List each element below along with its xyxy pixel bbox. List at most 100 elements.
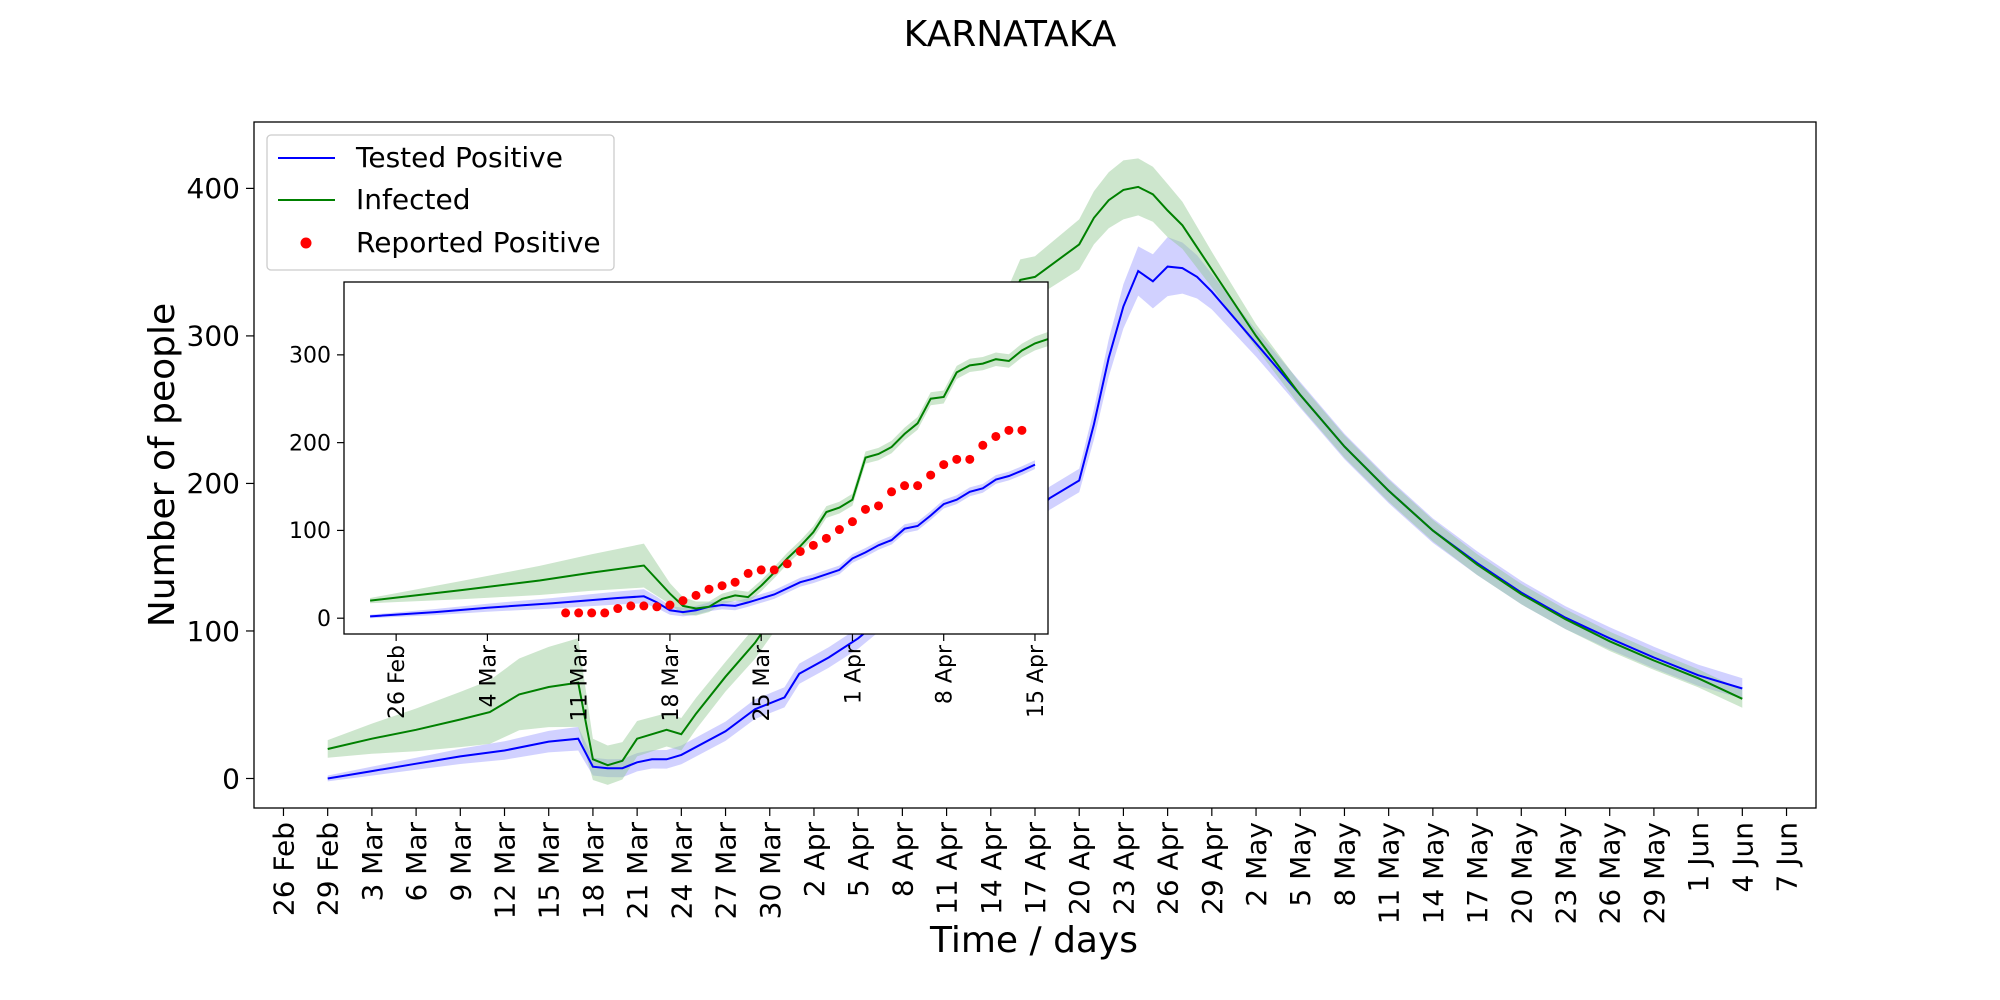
main-x-tick-label: 8 Apr xyxy=(886,822,919,898)
main-x-tick-label: 8 May xyxy=(1328,822,1361,907)
inset-reported-positive-point xyxy=(1004,425,1014,435)
inset-reported-positive-point xyxy=(691,590,701,600)
main-x-tick-label: 17 Apr xyxy=(1019,822,1052,915)
legend-reported-positive-marker xyxy=(300,237,312,249)
inset-x-tick-label: 26 Feb xyxy=(385,645,410,719)
main-x-tick-label: 23 May xyxy=(1549,822,1582,924)
inset-reported-positive-point xyxy=(821,533,831,543)
inset-reported-positive-point xyxy=(926,470,936,480)
main-y-tick-label: 300 xyxy=(187,320,240,353)
inset-y-tick-label: 200 xyxy=(289,431,331,456)
main-x-tick-label: 17 May xyxy=(1461,822,1494,924)
inset-reported-positive-point xyxy=(704,584,714,594)
inset-reported-positive-point xyxy=(587,608,597,618)
inset-tested-positive-line xyxy=(370,463,1036,618)
inset-y-tick-label: 0 xyxy=(317,607,331,632)
x-axis-label: Time / days xyxy=(929,920,1138,961)
inset-reported-positive-point xyxy=(952,454,962,464)
inset-reported-positive-point xyxy=(678,596,688,606)
inset-x-tick-label: 15 Apr xyxy=(1024,644,1049,718)
main-x-tick-label: 2 Apr xyxy=(798,822,831,898)
main-x-tick-label: 5 Apr xyxy=(842,822,875,898)
inset-reported-positive-point xyxy=(613,604,623,614)
inset-reported-positive-point xyxy=(874,501,884,511)
main-x-tick-label: 11 May xyxy=(1373,822,1406,924)
inset-x-tick-label: 25 Mar xyxy=(750,644,775,721)
main-x-tick-label: 5 May xyxy=(1284,822,1317,907)
inset-reported-positive-points xyxy=(561,425,1027,618)
y-axis-label: Number of people xyxy=(142,303,183,627)
main-x-tick-label: 4 Jun xyxy=(1726,822,1759,892)
inset-x-axis-ticks: 26 Feb 4 Mar 11 Mar 18 Mar 25 Mar 1 Apr 8 Apr 1… xyxy=(385,634,1049,722)
main-y-axis-ticks: 0 100 200 300 400 xyxy=(187,172,254,795)
inset-background xyxy=(344,282,1048,634)
main-x-tick-label: 29 Feb xyxy=(312,822,345,916)
inset-reported-positive-point xyxy=(808,540,818,550)
main-x-tick-label: 11 Apr xyxy=(931,822,964,915)
inset-x-tick-label: 8 Apr xyxy=(933,644,958,704)
inset-reported-positive-point xyxy=(834,525,844,535)
main-x-axis-ticks: 26 Feb 29 Feb 3 Mar 6 Mar 9 Mar 12 Mar 15 Mar 1… xyxy=(267,808,1804,924)
inset-reported-positive-point xyxy=(717,581,727,591)
inset-reported-positive-point xyxy=(561,608,571,618)
inset-reported-positive-point xyxy=(939,460,949,470)
inset-reported-positive-point xyxy=(652,602,662,612)
main-x-tick-label: 23 Apr xyxy=(1107,822,1140,915)
inset-reported-positive-point xyxy=(782,559,792,569)
main-y-tick-label: 0 xyxy=(222,762,240,795)
main-x-tick-label: 20 May xyxy=(1505,822,1538,924)
main-x-tick-label: 29 Apr xyxy=(1196,822,1229,915)
main-x-tick-label: 27 Mar xyxy=(710,822,743,920)
main-x-tick-label: 26 Feb xyxy=(267,822,300,916)
inset-infected-band xyxy=(370,332,1048,616)
main-x-tick-label: 30 Mar xyxy=(754,822,787,920)
inset-reported-positive-point xyxy=(900,481,910,491)
inset-reported-positive-point xyxy=(965,454,975,464)
inset-reported-positive-point xyxy=(978,440,988,450)
main-x-tick-label: 29 May xyxy=(1638,822,1671,924)
legend-box xyxy=(266,134,615,271)
inset-reported-positive-point xyxy=(639,601,649,611)
legend-reported-positive-label: Reported Positive xyxy=(356,226,601,259)
inset-reported-positive-point xyxy=(730,577,740,587)
main-x-tick-label: 21 Mar xyxy=(621,822,654,920)
legend-infected-label: Infected xyxy=(356,183,470,216)
inset-reported-positive-point xyxy=(991,431,1001,441)
inset-y-tick-label: 100 xyxy=(289,519,331,544)
main-x-tick-label: 15 Mar xyxy=(533,822,566,920)
inset-reported-positive-point xyxy=(600,608,610,618)
legend: Tested Positive Infected Reported Positi… xyxy=(266,134,615,271)
main-x-tick-label: 3 Mar xyxy=(356,822,389,902)
inset-reported-positive-point xyxy=(887,487,897,497)
inset-y-axis-ticks: 0 100 200 300 xyxy=(289,344,344,632)
inset-reported-positive-point xyxy=(665,600,675,610)
inset-x-tick-label: 1 Apr xyxy=(841,644,866,704)
inset-confidence-bands xyxy=(370,332,1048,619)
main-x-tick-label: 7 Jun xyxy=(1771,822,1804,892)
main-x-tick-label: 1 Jun xyxy=(1682,822,1715,892)
inset-x-tick-label: 18 Mar xyxy=(659,644,684,721)
inset-reported-positive-point xyxy=(795,546,805,556)
legend-tested-positive-label: Tested Positive xyxy=(355,141,563,174)
main-y-tick-label: 400 xyxy=(187,172,240,205)
inset-reported-positive-point xyxy=(769,565,779,575)
inset-reported-positive-point xyxy=(847,517,857,527)
inset-reported-positive-point xyxy=(743,568,753,578)
main-x-tick-label: 14 May xyxy=(1417,822,1450,924)
main-x-tick-label: 18 Mar xyxy=(577,822,610,920)
inset-reported-positive-point xyxy=(1017,425,1027,435)
main-x-tick-label: 20 Apr xyxy=(1063,822,1096,915)
inset-y-tick-label: 300 xyxy=(289,344,331,369)
main-y-tick-label: 200 xyxy=(187,467,240,500)
inset-plot: 26 Feb 4 Mar 11 Mar 18 Mar 25 Mar 1 Apr 8 Apr 1… xyxy=(289,281,1049,722)
main-x-tick-label: 12 Mar xyxy=(489,822,522,920)
inset-reported-positive-point xyxy=(626,601,636,611)
inset-x-tick-label: 4 Mar xyxy=(476,644,501,707)
main-x-tick-label: 24 Mar xyxy=(665,822,698,920)
main-x-tick-label: 26 May xyxy=(1594,822,1627,924)
inset-plot-frame xyxy=(343,281,1049,635)
main-x-tick-label: 9 Mar xyxy=(444,822,477,902)
inset-x-tick-label: 11 Mar xyxy=(568,644,593,721)
main-x-tick-label: 26 Apr xyxy=(1152,822,1185,915)
